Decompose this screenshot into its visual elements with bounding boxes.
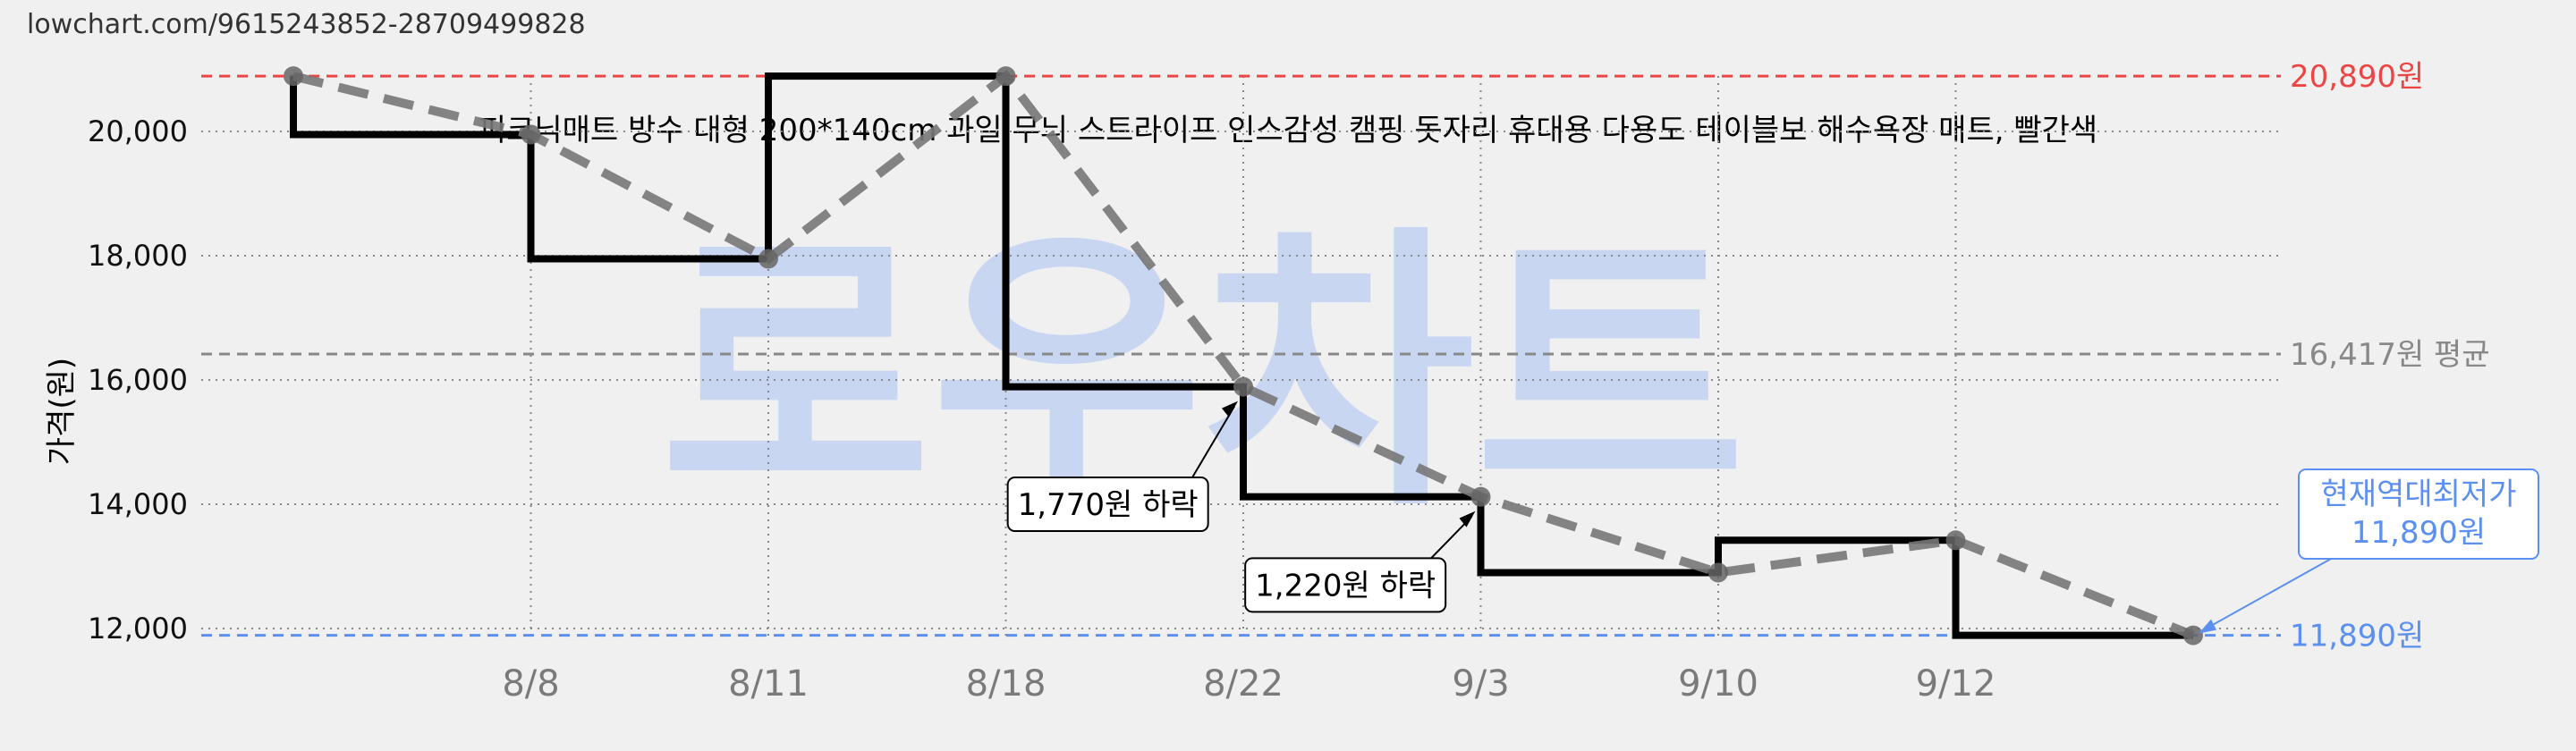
- x-tick-label: 8/22: [1203, 663, 1284, 705]
- ref-label-avg: 16,417원 평균: [2290, 337, 2490, 373]
- y-axis-ticks: 12,000 14,000 16,000 18,000 20,000: [88, 114, 188, 646]
- x-tick-label: 9/10: [1678, 663, 1758, 705]
- current-callout-box: [2298, 468, 2539, 560]
- annotation-text: 1,220원 하락: [1255, 568, 1436, 603]
- y-tick-label: 16,000: [88, 363, 188, 397]
- y-tick-label: 20,000: [88, 114, 188, 148]
- current-callout-arrowhead: [2199, 619, 2216, 634]
- x-tick-label: 8/11: [728, 663, 809, 705]
- annotation-arrow: [1189, 406, 1235, 482]
- y-tick-label: 14,000: [88, 487, 188, 521]
- data-point: [2183, 625, 2203, 646]
- annotation-arrowhead: [1222, 401, 1238, 418]
- current-callout-line2: 11,890원: [2351, 515, 2486, 551]
- data-point: [758, 249, 778, 269]
- annotation-box: [1244, 557, 1447, 613]
- series-group: [284, 66, 2203, 646]
- data-point: [1470, 486, 1491, 507]
- data-point: [1945, 530, 1966, 551]
- y-axis-label: 가격(원): [44, 358, 80, 465]
- current-callout-arrow: [2199, 553, 2340, 633]
- data-point: [1708, 562, 1728, 583]
- current-callout-line1: 현재역대최저가: [2321, 477, 2517, 512]
- x-axis-ticks: 8/8 8/11 8/18 8/22 9/3 9/10 9/12: [502, 663, 1996, 705]
- annotation-text: 1,770원 하락: [1018, 487, 1199, 523]
- x-tick-label: 9/3: [1452, 663, 1509, 705]
- data-point: [284, 66, 303, 87]
- data-point: [521, 124, 541, 145]
- annotation-arrowhead: [1459, 511, 1476, 527]
- chart-title: 피크닉매트 방수 대형 200*140cm 과일 무늬 스트라이프 인스감성 캠…: [479, 113, 2097, 148]
- ref-label-min: 11,890원: [2290, 619, 2424, 654]
- trend-line: [292, 70, 2195, 640]
- annotation-box: [1006, 477, 1209, 532]
- x-tick-label: 8/8: [502, 663, 559, 705]
- x-tick-label: 8/18: [966, 663, 1046, 705]
- ref-label-max: 20,890원: [2290, 59, 2424, 95]
- x-tick-label: 9/12: [1916, 663, 1996, 705]
- data-point: [1233, 376, 1253, 397]
- reference-lines: 20,890원 16,417원 평균 11,890원: [201, 59, 2490, 654]
- y-tick-label: 18,000: [88, 239, 188, 273]
- data-point: [996, 66, 1016, 87]
- y-tick-label: 12,000: [88, 612, 188, 646]
- source-url: lowchart.com/9615243852-28709499828: [27, 9, 586, 40]
